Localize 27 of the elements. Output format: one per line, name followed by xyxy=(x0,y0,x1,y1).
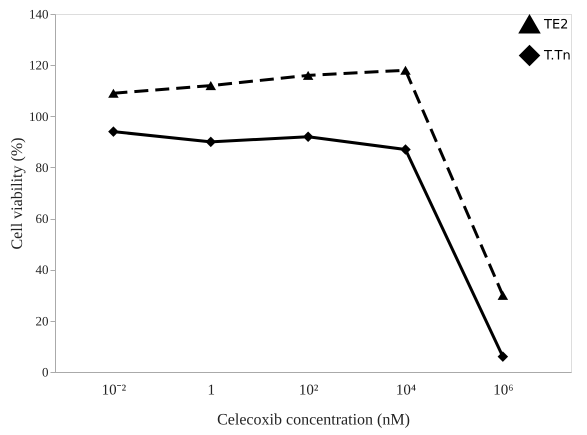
legend-label: TE2 xyxy=(543,18,568,32)
y-tick-label: 100 xyxy=(29,108,48,124)
x-tick-label: 10⁴ xyxy=(396,382,416,398)
point xyxy=(302,70,314,80)
y-tick-label: 40 xyxy=(36,262,48,278)
x-axis-title: Celecoxib concentration (nM) xyxy=(217,412,410,428)
x-tick-label: 10⁶ xyxy=(493,382,514,398)
y-tick-label: 0 xyxy=(42,364,48,380)
point xyxy=(498,351,508,362)
point xyxy=(108,126,119,137)
y-tick-label: 60 xyxy=(36,211,48,226)
x-tick-label: 1 xyxy=(208,382,216,398)
point xyxy=(206,136,216,148)
legend-label: T.Tn xyxy=(543,48,571,64)
point xyxy=(498,290,508,300)
y-tick-label: 140 xyxy=(29,6,48,22)
point xyxy=(108,88,119,98)
x-tick-label: 10² xyxy=(298,382,319,398)
y-axis-title: Cell viability (%) xyxy=(9,138,26,250)
point xyxy=(400,66,411,75)
y-tick-label: 80 xyxy=(36,160,48,175)
point xyxy=(206,81,216,90)
y-tick-label: 20 xyxy=(36,313,48,328)
point xyxy=(302,132,314,142)
point xyxy=(400,144,411,155)
y-tick-label: 120 xyxy=(29,58,48,73)
x-tick-label: 10⁻² xyxy=(102,382,127,398)
